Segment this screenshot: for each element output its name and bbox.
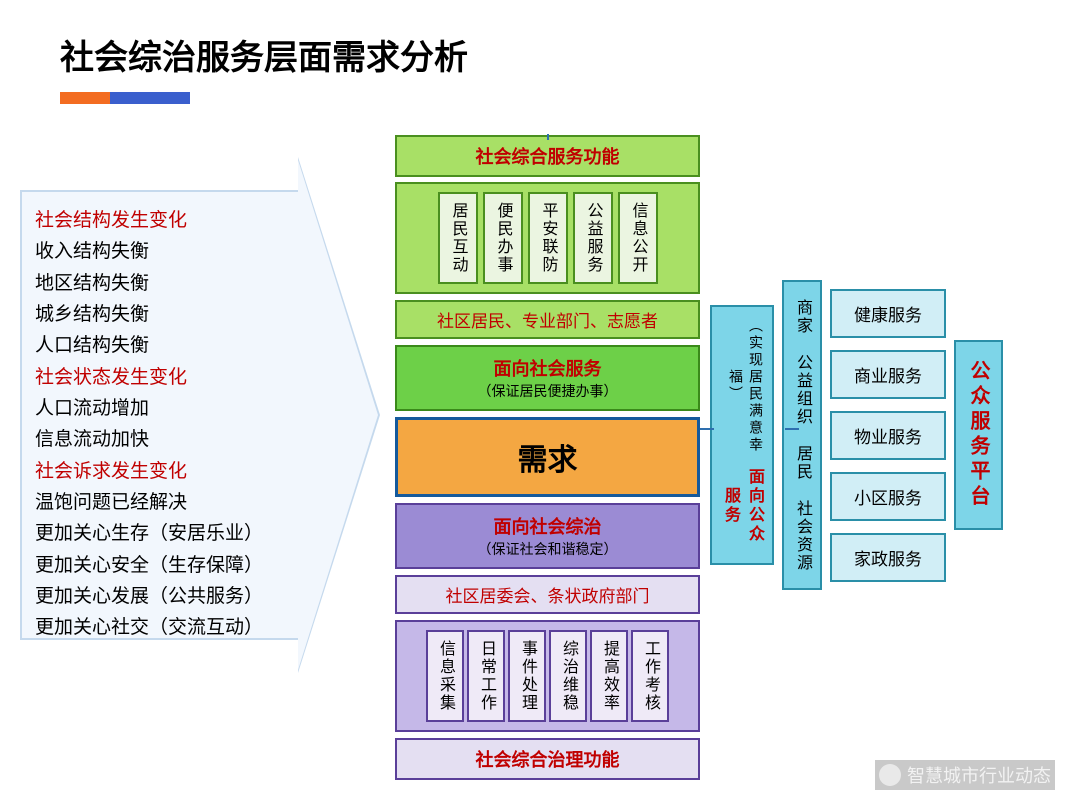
service-item: 小区服务: [830, 472, 946, 521]
top-actors: 社区居民、专业部门、志愿者: [395, 300, 700, 339]
connector: [700, 428, 714, 430]
wechat-icon: [879, 764, 901, 786]
left-item: 更加关心发展（公共服务）: [35, 581, 263, 612]
center-column: 社会综合服务功能 居民互动便民办事平安联防公益服务信息公开 社区居民、专业部门、…: [395, 135, 700, 780]
left-item: 人口流动增加: [35, 393, 263, 424]
left-item: 社会状态发生变化: [35, 362, 263, 393]
top-item: 公益服务: [573, 192, 613, 284]
left-item: 更加关心社交（交流互动）: [35, 612, 263, 643]
left-item: 收入结构失衡: [35, 236, 263, 267]
left-item: 城乡结构失衡: [35, 299, 263, 330]
left-factors-list: 社会结构发生变化收入结构失衡地区结构失衡城乡结构失衡人口结构失衡社会状态发生变化…: [35, 205, 263, 644]
top-header: 社会综合服务功能: [395, 135, 700, 177]
service-item: 商业服务: [830, 350, 946, 399]
bottom-item: 日常工作: [467, 630, 505, 722]
watermark: 智慧城市行业动态: [875, 760, 1055, 790]
page-title: 社会综治服务层面需求分析: [0, 0, 1080, 89]
left-item: 人口结构失衡: [35, 330, 263, 361]
left-item: 社会诉求发生变化: [35, 456, 263, 487]
service-list: 健康服务商业服务物业服务小区服务家政服务: [830, 289, 946, 582]
top-items-row: 居民互动便民办事平安联防公益服务信息公开: [395, 182, 700, 294]
left-item: 更加关心安全（生存保障）: [35, 550, 263, 581]
left-item: 地区结构失衡: [35, 268, 263, 299]
left-item: 社会结构发生变化: [35, 205, 263, 236]
bottom-item: 工作考核: [631, 630, 669, 722]
public-service-strip: （实现居民满意幸福） 面向公众服务: [710, 305, 774, 565]
governance-box: 面向社会综治 （保证社会和谐稳定）: [395, 503, 700, 569]
service-item: 健康服务: [830, 289, 946, 338]
bottom-item: 提高效率: [590, 630, 628, 722]
bottom-footer: 社会综合治理功能: [395, 738, 700, 780]
resources-strip: 商家 公益组织 居民 社会资源: [782, 280, 822, 590]
service-item: 物业服务: [830, 411, 946, 460]
left-item: 更加关心生存（安居乐业）: [35, 518, 263, 549]
bottom-item: 信息采集: [426, 630, 464, 722]
left-item: 温饱问题已经解决: [35, 487, 263, 518]
top-item: 居民互动: [438, 192, 478, 284]
title-accent: [60, 92, 190, 104]
service-item: 家政服务: [830, 533, 946, 582]
top-item: 便民办事: [483, 192, 523, 284]
top-item: 平安联防: [528, 192, 568, 284]
right-section: （实现居民满意幸福） 面向公众服务 商家 公益组织 居民 社会资源 健康服务商业…: [710, 280, 1003, 590]
demand-box: 需求: [395, 417, 700, 497]
left-item: 信息流动加快: [35, 424, 263, 455]
service-box: 面向社会服务 （保证居民便捷办事）: [395, 345, 700, 411]
bottom-items-row: 信息采集日常工作事件处理综治维稳提高效率工作考核: [395, 620, 700, 732]
platform-box: 公众服务平台: [954, 340, 1003, 530]
bottom-item: 事件处理: [508, 630, 546, 722]
bottom-item: 综治维稳: [549, 630, 587, 722]
bottom-actors: 社区居委会、条状政府部门: [395, 575, 700, 614]
top-item: 信息公开: [618, 192, 658, 284]
connector: [785, 428, 799, 430]
